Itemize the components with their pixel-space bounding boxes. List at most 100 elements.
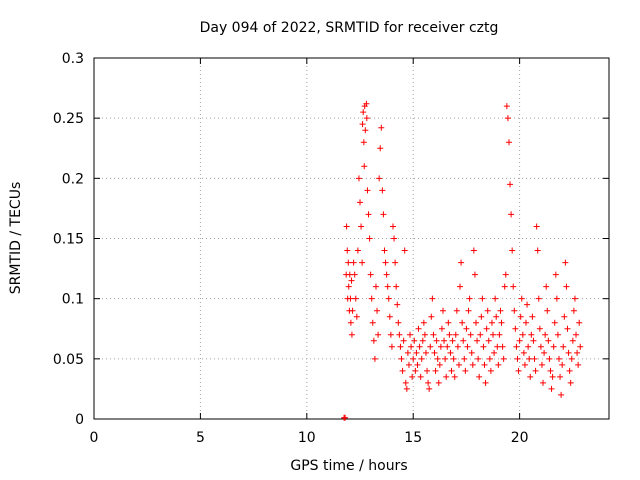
data-point xyxy=(387,331,394,338)
data-point xyxy=(357,199,364,206)
data-point xyxy=(417,373,424,380)
data-point xyxy=(495,361,502,368)
data-point xyxy=(453,307,460,314)
data-point xyxy=(493,313,500,320)
data-point xyxy=(442,355,449,362)
data-point xyxy=(463,325,470,332)
data-point xyxy=(345,259,352,266)
data-point xyxy=(464,343,471,350)
data-point xyxy=(429,295,436,302)
data-point xyxy=(486,355,493,362)
data-point xyxy=(519,331,526,338)
data-point xyxy=(450,355,457,362)
y-tick-label: 0.25 xyxy=(53,111,84,127)
data-point xyxy=(477,331,484,338)
data-point xyxy=(503,103,510,110)
data-point xyxy=(416,343,423,350)
data-point xyxy=(576,319,583,326)
data-point xyxy=(385,295,392,302)
data-point xyxy=(418,355,425,362)
data-point xyxy=(367,271,374,278)
data-point xyxy=(504,115,511,122)
data-point xyxy=(360,139,367,146)
data-point xyxy=(383,271,390,278)
data-point xyxy=(478,313,485,320)
x-axis: 0 5 10 15 20 xyxy=(90,58,529,446)
data-point xyxy=(419,337,426,344)
data-point xyxy=(425,379,432,386)
data-point xyxy=(569,337,576,344)
data-point xyxy=(382,259,389,266)
data-point xyxy=(524,301,531,308)
data-point xyxy=(413,349,420,356)
data-point xyxy=(421,331,428,338)
data-point xyxy=(441,337,448,344)
data-point xyxy=(402,379,409,386)
data-point xyxy=(379,187,386,194)
data-point xyxy=(361,163,368,170)
data-point xyxy=(513,343,520,350)
data-point xyxy=(460,337,467,344)
data-point xyxy=(378,124,385,131)
data-point xyxy=(520,349,527,356)
data-point xyxy=(384,283,391,290)
data-point xyxy=(457,283,464,290)
data-point xyxy=(554,331,561,338)
data-point xyxy=(447,349,454,356)
plot-frame xyxy=(93,57,610,420)
data-point xyxy=(521,361,528,368)
data-point xyxy=(455,361,462,368)
data-point xyxy=(408,343,415,350)
data-point xyxy=(404,349,411,356)
data-point xyxy=(476,373,483,380)
data-point xyxy=(465,307,472,314)
data-point xyxy=(490,331,497,338)
data-point xyxy=(529,313,536,320)
data-point xyxy=(377,145,384,152)
data-point xyxy=(532,367,539,374)
data-point xyxy=(500,355,507,362)
data-point xyxy=(565,349,572,356)
data-point xyxy=(577,343,584,350)
data-point xyxy=(345,283,352,290)
data-point xyxy=(427,343,434,350)
data-point xyxy=(560,343,567,350)
data-point xyxy=(507,181,514,188)
data-point xyxy=(518,295,525,302)
data-point xyxy=(368,295,375,302)
data-point xyxy=(557,373,564,380)
data-point xyxy=(498,319,505,326)
data-point xyxy=(440,307,447,314)
data-point xyxy=(403,385,410,392)
data-point xyxy=(411,337,418,344)
data-point xyxy=(468,349,475,356)
data-point xyxy=(570,307,577,314)
data-point xyxy=(364,187,371,194)
data-point xyxy=(389,223,396,230)
data-point xyxy=(491,349,498,356)
data-point xyxy=(392,259,399,266)
data-point xyxy=(399,367,406,374)
data-point xyxy=(563,283,570,290)
data-point xyxy=(517,313,524,320)
data-point xyxy=(424,367,431,374)
data-point xyxy=(544,307,551,314)
data-point xyxy=(409,373,416,380)
data-point xyxy=(422,349,429,356)
data-point xyxy=(546,355,553,362)
data-point xyxy=(353,313,360,320)
data-point xyxy=(535,295,542,302)
data-point xyxy=(434,355,441,362)
data-point xyxy=(505,139,512,146)
data-point xyxy=(548,385,555,392)
data-point xyxy=(414,361,421,368)
y-axis: 0 0.05 0.1 0.15 0.2 0.25 0.3 xyxy=(53,51,609,428)
data-point xyxy=(359,121,366,128)
data-point xyxy=(523,319,530,326)
data-point xyxy=(540,379,547,386)
data-point xyxy=(488,319,495,326)
data-point xyxy=(470,247,477,254)
data-point xyxy=(430,331,437,338)
data-point xyxy=(348,277,355,284)
